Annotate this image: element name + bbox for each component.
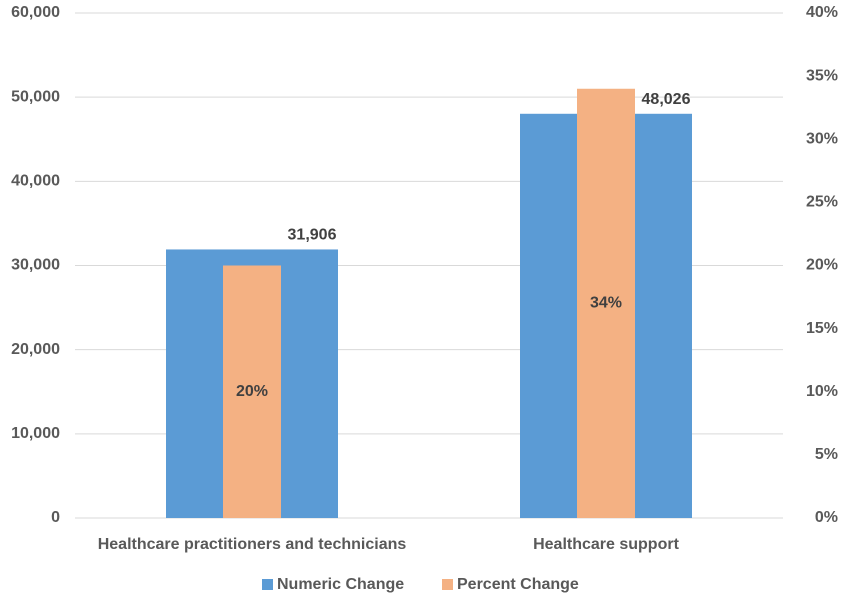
bar — [223, 265, 281, 518]
y-tick-label: 40,000 — [11, 173, 60, 190]
y2-tick-label: 25% — [806, 194, 838, 211]
x-tick-label: Healthcare practitioners and technicians — [98, 536, 407, 553]
legend-swatch — [262, 579, 273, 590]
data-label: 48,026 — [642, 91, 691, 108]
data-label: 20% — [236, 383, 268, 400]
y2-tick-label: 15% — [806, 320, 838, 337]
legend-label: Percent Change — [457, 576, 579, 593]
y2-tick-label: 30% — [806, 130, 838, 147]
y2-tick-label: 20% — [806, 257, 838, 274]
y2-tick-label: 35% — [806, 67, 838, 84]
y2-tick-label: 0% — [815, 509, 838, 526]
legend-swatch — [442, 579, 453, 590]
y-tick-label: 50,000 — [11, 88, 60, 105]
y-tick-label: 60,000 — [11, 4, 60, 21]
y2-tick-label: 5% — [815, 446, 838, 463]
legend-label: Numeric Change — [277, 576, 404, 593]
x-tick-label: Healthcare support — [533, 536, 679, 553]
y2-tick-label: 40% — [806, 4, 838, 21]
y2-tick-label: 10% — [806, 383, 838, 400]
y-tick-label: 30,000 — [11, 257, 60, 274]
y-tick-label: 20,000 — [11, 341, 60, 358]
bar — [577, 88, 635, 518]
y-tick-label: 0 — [51, 509, 60, 526]
y-tick-label: 10,000 — [11, 425, 60, 442]
data-label: 31,906 — [288, 227, 337, 244]
data-label: 34% — [590, 295, 622, 312]
